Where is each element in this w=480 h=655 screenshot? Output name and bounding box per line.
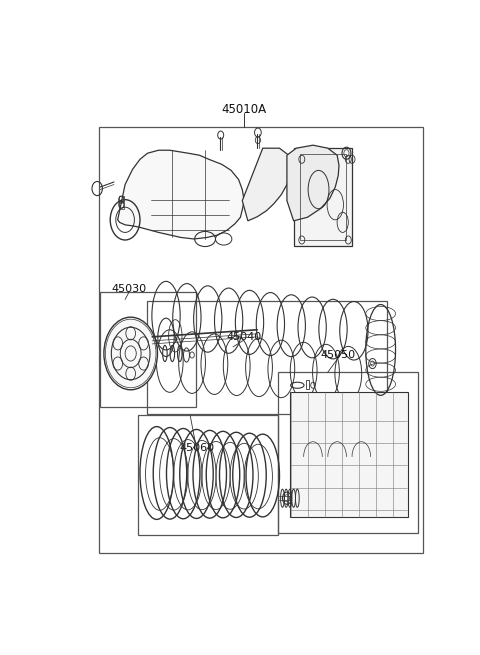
Bar <box>305 380 309 389</box>
Text: 45010A: 45010A <box>222 103 267 117</box>
Bar <box>138 415 277 535</box>
Bar <box>99 126 423 553</box>
Bar <box>294 147 352 246</box>
Circle shape <box>104 317 157 390</box>
Bar <box>278 372 418 533</box>
Text: 45050: 45050 <box>321 350 356 360</box>
Polygon shape <box>118 150 244 239</box>
Bar <box>300 154 347 240</box>
Polygon shape <box>287 145 339 221</box>
Polygon shape <box>242 148 292 221</box>
Bar <box>290 392 408 517</box>
Text: 45030: 45030 <box>111 284 146 294</box>
Text: 45040: 45040 <box>227 332 262 342</box>
Bar <box>100 292 196 407</box>
Text: 45060: 45060 <box>180 443 215 453</box>
Bar <box>119 196 124 209</box>
